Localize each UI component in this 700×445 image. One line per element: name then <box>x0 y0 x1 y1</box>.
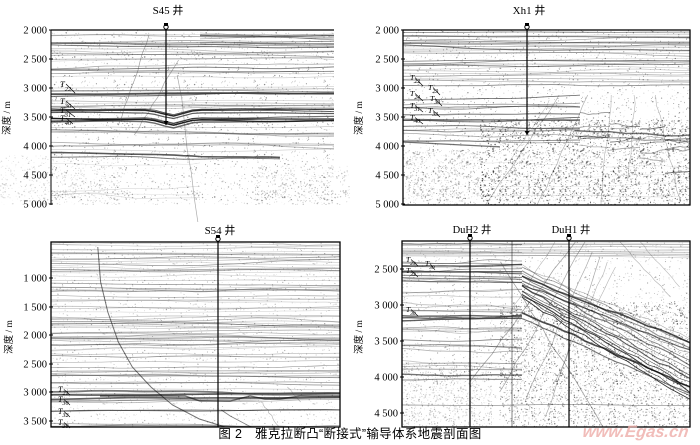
svg-text:1 500: 1 500 <box>23 303 47 314</box>
svg-text:2 500: 2 500 <box>375 55 399 66</box>
svg-text:2 500: 2 500 <box>23 55 47 66</box>
svg-text:5 000: 5 000 <box>375 200 399 211</box>
svg-text:2 000: 2 000 <box>23 331 47 342</box>
svg-text:2 000: 2 000 <box>23 26 47 37</box>
svg-text:3 500: 3 500 <box>23 113 47 124</box>
svg-text:2 500: 2 500 <box>374 265 398 276</box>
svg-text:S45 井: S45 井 <box>153 3 184 17</box>
svg-text:www.Egas.cn: www.Egas.cn <box>583 422 690 441</box>
svg-text:4 000: 4 000 <box>23 142 47 153</box>
svg-text:S54 井: S54 井 <box>205 223 236 237</box>
svg-text:1 000: 1 000 <box>23 274 47 285</box>
svg-text:DuH1 井: DuH1 井 <box>552 223 591 236</box>
svg-text:深度 / m: 深度 / m <box>353 320 365 354</box>
svg-text:深度 / m: 深度 / m <box>1 101 13 135</box>
svg-text:3 500: 3 500 <box>374 337 398 348</box>
svg-text:3 000: 3 000 <box>23 84 47 95</box>
svg-text:Xh1 井: Xh1 井 <box>513 3 546 17</box>
svg-text:2 500: 2 500 <box>23 360 47 371</box>
svg-text:2 000: 2 000 <box>375 26 399 37</box>
svg-text:3 000: 3 000 <box>23 388 47 399</box>
svg-text:3 000: 3 000 <box>375 84 399 95</box>
svg-text:DuH2 井: DuH2 井 <box>453 223 492 236</box>
svg-text:3 000: 3 000 <box>374 301 398 312</box>
svg-text:深度 / m: 深度 / m <box>3 320 15 354</box>
svg-text:4 500: 4 500 <box>374 409 398 420</box>
svg-text:4 500: 4 500 <box>23 171 47 182</box>
svg-text:4 500: 4 500 <box>375 171 399 182</box>
svg-text:深度 / m: 深度 / m <box>353 101 365 135</box>
svg-text:4 000: 4 000 <box>374 373 398 384</box>
svg-text:3 500: 3 500 <box>375 113 399 124</box>
svg-text:4 000: 4 000 <box>375 142 399 153</box>
svg-text:5 000: 5 000 <box>23 200 47 211</box>
